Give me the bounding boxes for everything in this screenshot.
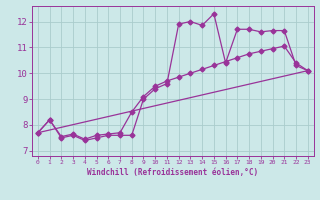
X-axis label: Windchill (Refroidissement éolien,°C): Windchill (Refroidissement éolien,°C) <box>87 168 258 177</box>
